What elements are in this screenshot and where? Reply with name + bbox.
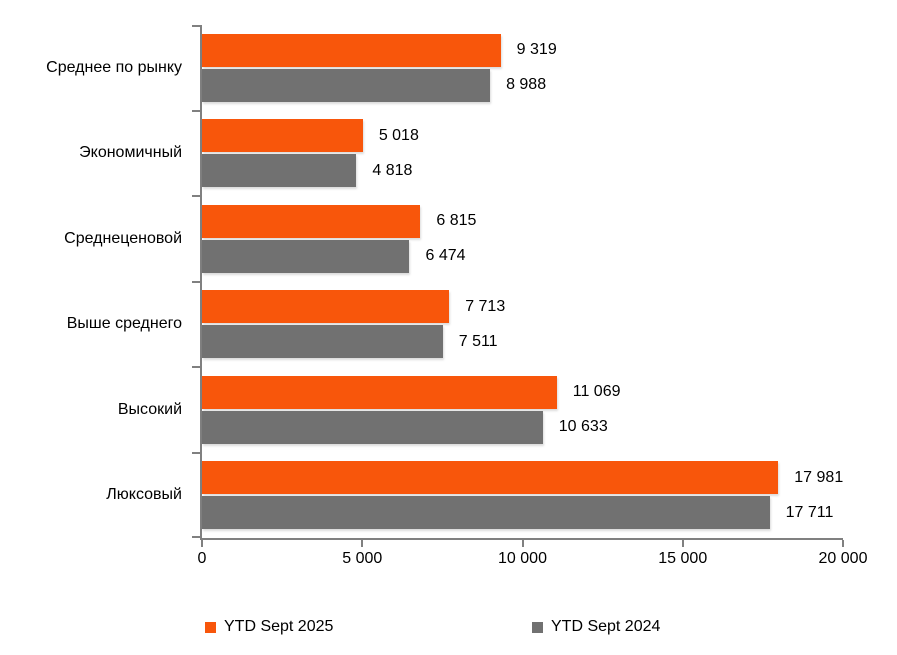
y-tick: [192, 25, 200, 27]
legend-item-ytd-sept-2025: YTD Sept 2025: [205, 618, 333, 636]
category-label: Среднее по рынку: [46, 58, 182, 76]
x-tick-label: 10 000: [498, 550, 547, 567]
category-label: Люксовый: [106, 486, 182, 504]
value-label: 4 818: [372, 161, 413, 179]
y-tick: [192, 452, 200, 454]
category-label: Экономичный: [79, 144, 182, 162]
plot-area: Среднее по рынку 9 319 8 988 Экономичный 5 0…: [46, 25, 867, 567]
value-label: 17 711: [785, 503, 834, 521]
x-tick-label: 15 000: [658, 550, 708, 567]
category-label: Высокий: [117, 400, 182, 418]
bar-rows: Среднее по рынку 9 319 8 988 Экономичный 5 0…: [46, 25, 843, 539]
value-label: 6 815: [436, 212, 477, 230]
value-label: 17 981: [794, 468, 844, 486]
y-tick: [192, 366, 200, 368]
bar-ytd-sept-2024: 10 633: [202, 410, 608, 444]
bar-ytd-sept-2025: 17 981: [202, 461, 843, 495]
x-tick: [842, 540, 844, 547]
value-label: 8 988: [506, 76, 547, 94]
value-label: 7 713: [465, 297, 506, 315]
y-tick: [192, 281, 200, 283]
y-tick: [192, 536, 200, 538]
x-tick: [201, 540, 203, 547]
bar-ytd-sept-2025: 11 069: [202, 375, 621, 409]
x-tick: [521, 540, 524, 547]
bar-ytd-sept-2024: 17 711: [202, 496, 833, 530]
category-row: Люксовый 17 981 17 711: [106, 453, 843, 539]
value-label: 7 511: [458, 332, 498, 350]
category-row: Среднее по рынку 9 319 8 988: [46, 25, 843, 111]
legend-label: YTD Sept 2024: [551, 618, 661, 635]
bar-ytd-sept-2025: 6 815: [202, 204, 476, 238]
legend-swatch-orange: [205, 621, 216, 633]
value-label: 5 018: [378, 126, 419, 144]
y-tick: [192, 110, 200, 112]
bar-ytd-sept-2024: 6 474: [202, 239, 466, 273]
x-tick-label: 20 000: [818, 550, 868, 567]
legend-item-ytd-sept-2024: YTD Sept 2024: [532, 618, 660, 636]
y-tick: [192, 195, 200, 197]
value-label: 9 319: [516, 41, 557, 59]
value-label: 10 633: [558, 418, 608, 436]
category-row: Выше среднего 7 713 7 511: [67, 282, 843, 368]
category-label: Выше среднего: [66, 315, 182, 333]
bar-ytd-sept-2024: 8 988: [202, 68, 546, 102]
value-label: 6 474: [425, 247, 466, 265]
x-tick-label: 0: [197, 550, 207, 567]
bar-ytd-sept-2024: 4 818: [202, 154, 412, 188]
category-row: Среднеценовой 6 815 6 474: [64, 196, 843, 282]
category-label: Среднеценовой: [64, 229, 182, 247]
x-tick-label: 5 000: [342, 550, 383, 567]
value-label: 11 069: [572, 383, 621, 401]
x-tick: [361, 540, 364, 547]
bar-ytd-sept-2025: 9 319: [202, 33, 557, 67]
x-tick: [681, 540, 684, 547]
bar-ytd-sept-2025: 7 713: [202, 290, 505, 324]
bar-ytd-sept-2025: 5 018: [202, 119, 419, 153]
legend-label: YTD Sept 2025: [224, 618, 334, 635]
bar-ytd-sept-2024: 7 511: [202, 325, 498, 359]
category-row: Высокий 11 069 10 633: [118, 367, 843, 453]
legend-swatch-gray: [532, 621, 543, 633]
category-row: Экономичный 5 018 4 818: [79, 111, 843, 197]
